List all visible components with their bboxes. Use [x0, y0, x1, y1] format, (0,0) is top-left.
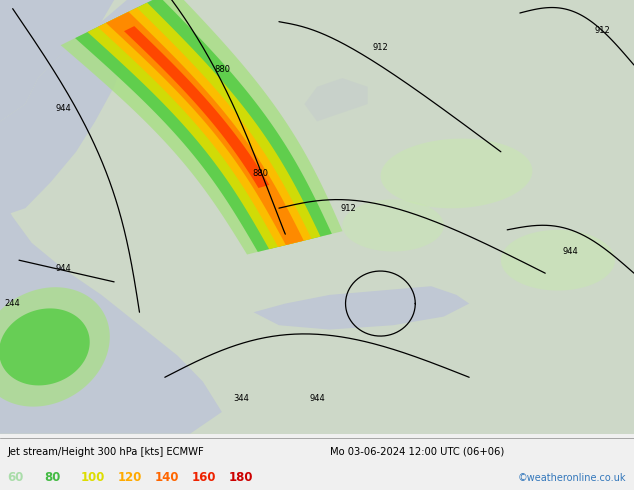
Text: 60: 60 [8, 471, 24, 484]
Polygon shape [380, 139, 533, 208]
Text: 944: 944 [56, 265, 71, 273]
Text: 912: 912 [373, 43, 388, 52]
Polygon shape [501, 230, 615, 291]
Text: 180: 180 [228, 471, 253, 484]
Polygon shape [254, 286, 469, 330]
Polygon shape [75, 0, 332, 252]
Text: Jet stream/Height 300 hPa [kts] ECMWF: Jet stream/Height 300 hPa [kts] ECMWF [8, 447, 204, 457]
Text: 160: 160 [191, 471, 216, 484]
Text: 944: 944 [56, 104, 71, 113]
Polygon shape [61, 0, 342, 254]
Text: 140: 140 [155, 471, 179, 484]
Text: 100: 100 [81, 471, 105, 484]
Text: 880: 880 [252, 169, 268, 178]
Polygon shape [0, 308, 90, 386]
Text: ©weatheronline.co.uk: ©weatheronline.co.uk [518, 472, 626, 483]
Polygon shape [0, 0, 114, 434]
Polygon shape [342, 199, 444, 251]
Text: 880: 880 [214, 65, 230, 74]
Text: Mo 03-06-2024 12:00 UTC (06+06): Mo 03-06-2024 12:00 UTC (06+06) [330, 447, 504, 457]
Polygon shape [304, 78, 368, 122]
Polygon shape [0, 195, 222, 434]
Polygon shape [106, 12, 304, 245]
Polygon shape [124, 26, 269, 188]
Polygon shape [0, 287, 110, 407]
Text: 944: 944 [309, 394, 325, 403]
Text: 912: 912 [595, 26, 610, 35]
Text: 344: 344 [233, 394, 249, 403]
Text: 80: 80 [44, 471, 61, 484]
Text: 120: 120 [118, 471, 142, 484]
Polygon shape [87, 2, 320, 249]
Polygon shape [98, 8, 311, 247]
Text: 944: 944 [563, 247, 578, 256]
Polygon shape [0, 0, 158, 217]
Text: 912: 912 [341, 204, 356, 213]
Text: 244: 244 [5, 299, 20, 308]
